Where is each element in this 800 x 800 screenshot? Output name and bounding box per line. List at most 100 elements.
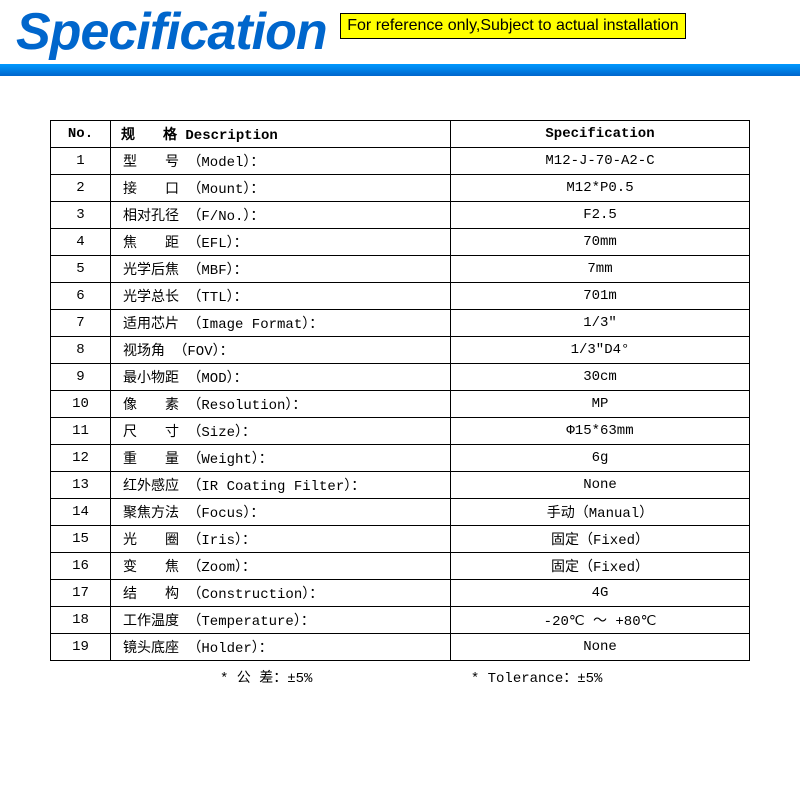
table-row: 11尺 寸 （Size）：Φ15*63mm: [51, 418, 750, 445]
header-bar: Specification For reference only,Subject…: [0, 0, 800, 70]
cell-description: 变 焦 （Zoom）：: [111, 553, 451, 580]
table-row: 6光学总长 （TTL）：701m: [51, 283, 750, 310]
desc-cn: 光学总长: [123, 290, 179, 306]
desc-en: （Construction）：: [179, 587, 323, 603]
table-row: 3相对孔径 （F/No.）：F2.5: [51, 202, 750, 229]
cell-description: 相对孔径 （F/No.）：: [111, 202, 451, 229]
desc-cn: 工作温度: [123, 614, 179, 630]
desc-cn: 接 口: [123, 182, 179, 198]
desc-en: （EFL）：: [179, 236, 248, 252]
header-spec: Specification: [451, 121, 750, 148]
cell-no: 13: [51, 472, 111, 499]
cell-spec: 6g: [451, 445, 750, 472]
cell-spec: 701m: [451, 283, 750, 310]
desc-cn: 型 号: [123, 155, 179, 171]
cell-spec: None: [451, 472, 750, 499]
table-row: 4焦 距 （EFL）：70mm: [51, 229, 750, 256]
cell-spec: None: [451, 634, 750, 661]
header-no: No.: [51, 121, 111, 148]
cell-description: 尺 寸 （Size）：: [111, 418, 451, 445]
cell-spec: 手动（Manual）: [451, 499, 750, 526]
desc-en: （F/No.）：: [179, 209, 264, 225]
desc-cn: 光 圈: [123, 533, 179, 549]
desc-en: （Temperature）：: [179, 614, 315, 630]
desc-cn: 重 量: [123, 452, 179, 468]
table-row: 14聚焦方法 （Focus）：手动（Manual）: [51, 499, 750, 526]
cell-no: 17: [51, 580, 111, 607]
cell-description: 结 构 （Construction）：: [111, 580, 451, 607]
cell-no: 6: [51, 283, 111, 310]
cell-spec: F2.5: [451, 202, 750, 229]
desc-en: （FOV）：: [165, 344, 234, 360]
cell-description: 镜头底座 （Holder）：: [111, 634, 451, 661]
cell-description: 聚焦方法 （Focus）：: [111, 499, 451, 526]
cell-description: 光学后焦 （MBF）：: [111, 256, 451, 283]
desc-cn: 适用芯片: [123, 317, 179, 333]
desc-en: （Iris）：: [179, 533, 256, 549]
table-row: 10像 素 （Resolution）：MP: [51, 391, 750, 418]
desc-cn: 镜头底座: [123, 641, 179, 657]
desc-en: （Mount）：: [179, 182, 264, 198]
cell-no: 14: [51, 499, 111, 526]
desc-cn: 光学后焦: [123, 263, 179, 279]
desc-en: （Size）：: [179, 425, 256, 441]
cell-description: 红外感应 （IR Coating Filter）：: [111, 472, 451, 499]
cell-description: 像 素 （Resolution）：: [111, 391, 451, 418]
desc-cn: 视场角: [123, 344, 165, 360]
subtitle-badge: For reference only,Subject to actual ins…: [340, 13, 685, 39]
cell-no: 5: [51, 256, 111, 283]
cell-description: 型 号 （Model）：: [111, 148, 451, 175]
desc-en: （TTL）：: [179, 290, 248, 306]
table-row: 17结 构 （Construction）：4G: [51, 580, 750, 607]
cell-no: 10: [51, 391, 111, 418]
desc-en: （Holder）：: [179, 641, 273, 657]
tolerance-note-en: * Tolerance：±5%: [471, 667, 603, 687]
cell-no: 18: [51, 607, 111, 634]
table-row: 18工作温度 （Temperature）：-20℃ ～ +80℃: [51, 607, 750, 634]
header-desc: 规 格 Description: [111, 121, 451, 148]
page-title: Specification: [16, 2, 327, 62]
table-row: 9最小物距 （MOD）：30cm: [51, 364, 750, 391]
cell-no: 7: [51, 310, 111, 337]
table-row: 7适用芯片 （Image Format）：1/3″: [51, 310, 750, 337]
desc-en: （Model）：: [179, 155, 264, 171]
cell-spec: Φ15*63mm: [451, 418, 750, 445]
cell-description: 接 口 （Mount）：: [111, 175, 451, 202]
table-row: 13红外感应 （IR Coating Filter）：None: [51, 472, 750, 499]
cell-spec: M12*P0.5: [451, 175, 750, 202]
cell-no: 12: [51, 445, 111, 472]
cell-spec: MP: [451, 391, 750, 418]
cell-description: 光学总长 （TTL）：: [111, 283, 451, 310]
desc-en: （Focus）：: [179, 506, 264, 522]
cell-no: 1: [51, 148, 111, 175]
footer-notes: * 公 差：±5% * Tolerance：±5%: [50, 667, 750, 687]
table-header-row: No. 规 格 Description Specification: [51, 121, 750, 148]
header-desc-en: Description: [185, 128, 277, 144]
cell-spec: 7mm: [451, 256, 750, 283]
cell-spec: 1/3″: [451, 310, 750, 337]
cell-spec: 固定（Fixed）: [451, 553, 750, 580]
desc-en: （Resolution）：: [179, 398, 306, 414]
cell-no: 16: [51, 553, 111, 580]
spec-table: No. 规 格 Description Specification 1型 号 （…: [50, 120, 750, 661]
tolerance-note-cn: * 公 差：±5%: [220, 667, 312, 687]
spec-table-container: No. 规 格 Description Specification 1型 号 （…: [50, 120, 750, 661]
cell-description: 重 量 （Weight）：: [111, 445, 451, 472]
cell-description: 适用芯片 （Image Format）：: [111, 310, 451, 337]
desc-en: （Image Format）：: [179, 317, 323, 333]
cell-no: 11: [51, 418, 111, 445]
cell-spec: 1/3″D4°: [451, 337, 750, 364]
cell-spec: 固定（Fixed）: [451, 526, 750, 553]
table-row: 1型 号 （Model）：M12-J-70-A2-C: [51, 148, 750, 175]
cell-no: 19: [51, 634, 111, 661]
cell-description: 视场角 （FOV）：: [111, 337, 451, 364]
table-row: 19镜头底座 （Holder）：None: [51, 634, 750, 661]
desc-cn: 像 素: [123, 398, 179, 414]
table-row: 12重 量 （Weight）：6g: [51, 445, 750, 472]
cell-no: 9: [51, 364, 111, 391]
header-desc-cn: 规 格: [121, 128, 177, 144]
cell-spec: 70mm: [451, 229, 750, 256]
cell-description: 最小物距 （MOD）：: [111, 364, 451, 391]
cell-no: 2: [51, 175, 111, 202]
cell-no: 3: [51, 202, 111, 229]
